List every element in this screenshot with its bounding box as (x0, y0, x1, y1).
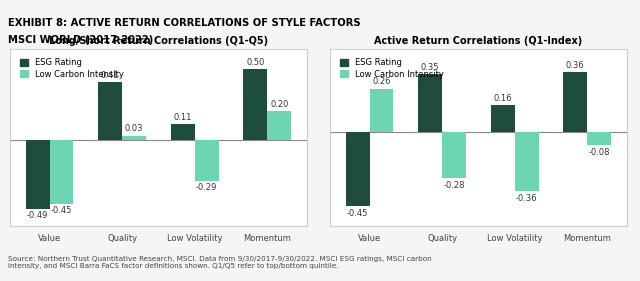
Text: 0.41: 0.41 (101, 71, 119, 80)
Text: 0.26: 0.26 (372, 77, 391, 86)
Text: 0.35: 0.35 (421, 62, 440, 71)
Bar (563, 72, 588, 132)
Text: -0.28: -0.28 (444, 181, 465, 190)
Bar (195, 140, 219, 181)
Bar (491, 105, 515, 132)
Text: -0.08: -0.08 (589, 148, 610, 157)
Text: -0.49: -0.49 (27, 211, 48, 220)
Bar (26, 140, 49, 209)
Bar (268, 112, 291, 140)
Bar (49, 140, 74, 203)
Legend: ESG Rating, Low Carbon Intensity: ESG Rating, Low Carbon Intensity (17, 55, 127, 82)
Text: 0.03: 0.03 (125, 124, 143, 133)
Bar (418, 74, 442, 132)
Legend: ESG Rating, Low Carbon Intensity: ESG Rating, Low Carbon Intensity (337, 55, 447, 82)
Text: -0.36: -0.36 (516, 194, 538, 203)
Text: 0.20: 0.20 (270, 100, 289, 109)
Bar (171, 124, 195, 140)
Title: Long/Short Return Correlations (Q1-Q5): Long/Short Return Correlations (Q1-Q5) (49, 36, 268, 46)
Bar (369, 89, 394, 132)
Bar (515, 132, 539, 191)
Text: 0.36: 0.36 (566, 61, 584, 70)
Bar (346, 132, 369, 206)
Bar (588, 132, 611, 145)
Bar (243, 69, 268, 140)
Text: -0.45: -0.45 (51, 206, 72, 215)
Text: 0.16: 0.16 (493, 94, 512, 103)
Text: -0.45: -0.45 (347, 209, 368, 218)
Bar (122, 135, 146, 140)
Bar (98, 82, 122, 140)
Text: 0.11: 0.11 (173, 113, 192, 122)
Text: Source: Northern Trust Quantitative Research, MSCI. Data from 9/30/2017-9/30/202: Source: Northern Trust Quantitative Rese… (8, 256, 431, 269)
Bar (442, 132, 466, 178)
Text: EXHIBIT 8: ACTIVE RETURN CORRELATIONS OF STYLE FACTORS: EXHIBIT 8: ACTIVE RETURN CORRELATIONS OF… (8, 18, 360, 28)
Text: 0.50: 0.50 (246, 58, 264, 67)
Text: -0.29: -0.29 (196, 183, 218, 192)
Title: Active Return Correlations (Q1-Index): Active Return Correlations (Q1-Index) (374, 36, 582, 46)
Text: MSCI WORLD (2017-2022): MSCI WORLD (2017-2022) (8, 35, 153, 45)
